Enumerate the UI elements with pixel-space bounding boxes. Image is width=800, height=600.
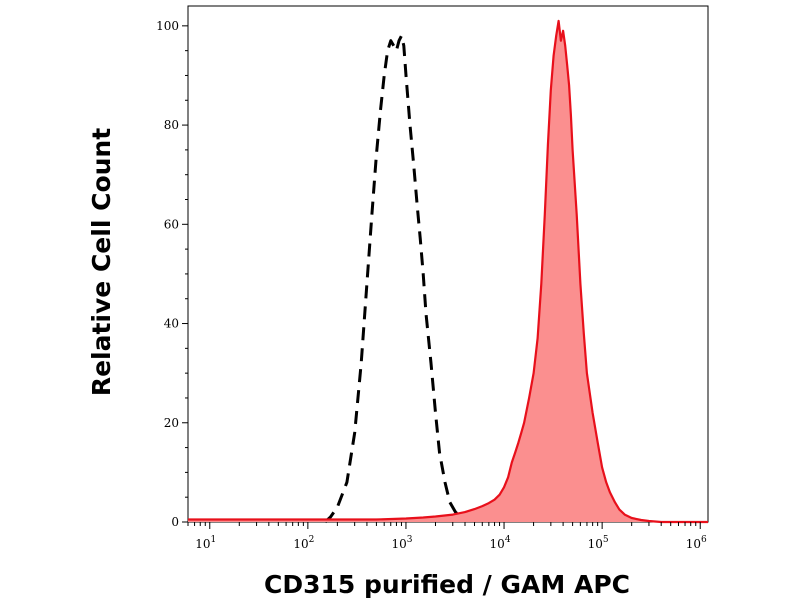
x-tick-base: 10 (293, 537, 308, 551)
y-axis-ticks: 0 20 40 60 80 100 (156, 19, 188, 529)
x-tick-exponent: 2 (309, 535, 315, 545)
y-axis-title: Relative Cell Count (87, 128, 116, 396)
x-tick-base: 10 (490, 537, 505, 551)
x-tick-base: 10 (588, 537, 603, 551)
x-tick-exponent: 6 (701, 535, 707, 545)
y-tick-label: 80 (164, 118, 179, 132)
x-tick-base: 10 (391, 537, 406, 551)
x-tick-exponent: 1 (211, 535, 217, 545)
x-tick-label: 104 (490, 535, 511, 551)
plot-area (187, 5, 709, 524)
series-0-line (324, 34, 483, 524)
plot-frame (187, 5, 709, 523)
y-tick-label: 40 (164, 317, 179, 331)
x-tick-label: 102 (293, 535, 314, 551)
x-axis-ticks: 101 102 103 104 105 106 (187, 522, 707, 551)
series-1-line (188, 19, 708, 524)
x-tick-label: 101 (195, 535, 216, 551)
x-tick-exponent: 5 (603, 535, 609, 545)
y-tick-label: 0 (171, 515, 179, 529)
x-tick-label: 106 (686, 535, 707, 551)
x-axis-title: CD315 purified / GAM APC (264, 570, 630, 599)
x-tick-exponent: 3 (407, 535, 413, 545)
y-tick-label: 20 (164, 416, 179, 430)
series-1-area (188, 20, 708, 523)
y-tick-label: 60 (164, 217, 179, 231)
x-tick-base: 10 (686, 537, 701, 551)
x-tick-label: 105 (588, 535, 609, 551)
x-tick-base: 10 (195, 537, 210, 551)
x-tick-label: 103 (391, 535, 412, 551)
y-tick-label: 100 (156, 19, 179, 33)
x-tick-exponent: 4 (505, 535, 511, 545)
